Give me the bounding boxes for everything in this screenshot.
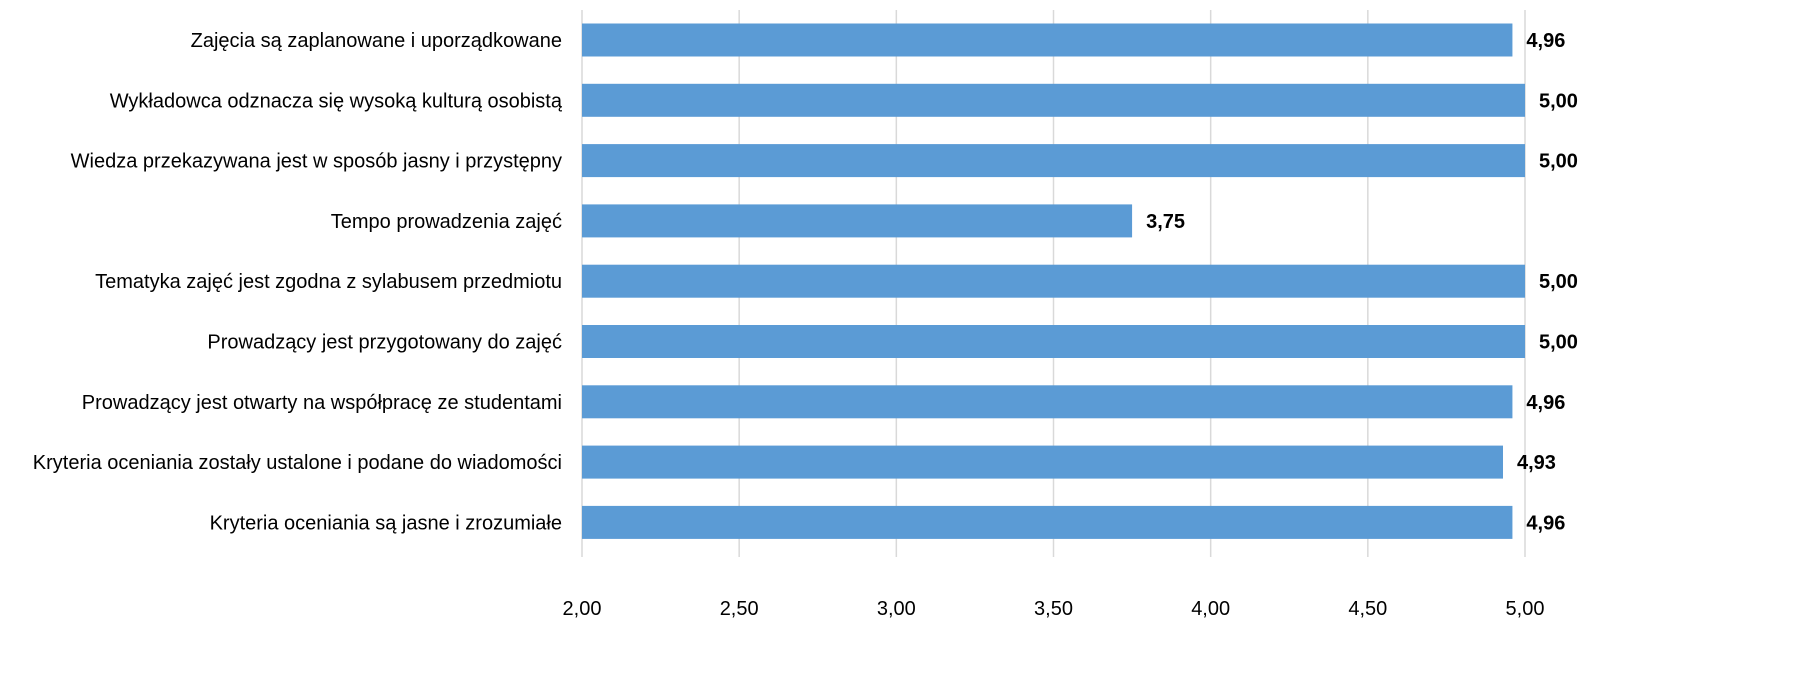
category-label: Tempo prowadzenia zajęć (331, 211, 562, 233)
bar (582, 385, 1513, 419)
category-label: Tematyka zajęć jest zgodna z sylabusem p… (95, 271, 562, 293)
category-label: Kryteria oceniania są jasne i zrozumiałe (210, 512, 562, 534)
data-label: 4,96 (1526, 512, 1565, 534)
bar (582, 445, 1503, 479)
bar (582, 505, 1513, 539)
data-label: 4,93 (1517, 452, 1556, 474)
bar (582, 23, 1513, 57)
x-tick-label: 4,50 (1348, 598, 1387, 620)
category-label: Prowadzący jest otwarty na współpracę ze… (82, 392, 562, 414)
x-tick-label: 4,00 (1191, 598, 1230, 620)
x-tick-label: 2,00 (563, 598, 602, 620)
bar-layer (582, 23, 1525, 539)
bar (582, 144, 1525, 178)
category-label: Wiedza przekazywana jest w sposób jasny … (71, 151, 562, 173)
data-label: 4,96 (1526, 30, 1565, 52)
data-label: 5,00 (1539, 90, 1578, 112)
value-labels: 4,96 5,00 5,00 3,75 5,00 5,00 4,96 4,93 4,96 (1146, 30, 1578, 534)
bar (582, 264, 1525, 298)
x-tick-label: 5,00 (1506, 598, 1545, 620)
x-tick-label: 3,00 (877, 598, 916, 620)
data-label: 5,00 (1539, 151, 1578, 173)
category-label: Wykładowca odznacza się wysoką kulturą o… (110, 90, 563, 112)
x-tick-label: 2,50 (720, 598, 759, 620)
bar (582, 204, 1133, 238)
data-label: 5,00 (1539, 271, 1578, 293)
category-label: Zajęcia są zaplanowane i uporządkowane (191, 30, 562, 52)
category-labels: Zajęcia są zaplanowane i uporządkowane Wy… (33, 30, 563, 534)
x-axis-tick-labels: 2,00 2,50 3,00 3,50 4,00 4,50 5,00 (563, 598, 1545, 620)
category-label: Prowadzący jest przygotowany do zajęć (207, 332, 562, 354)
data-label: 5,00 (1539, 332, 1578, 354)
x-tick-label: 3,50 (1034, 598, 1073, 620)
category-label: Kryteria oceniania zostały ustalone i po… (33, 452, 562, 474)
data-label: 4,96 (1526, 392, 1565, 414)
data-label: 3,75 (1146, 211, 1185, 233)
bar (582, 325, 1525, 358)
bar (582, 83, 1525, 117)
